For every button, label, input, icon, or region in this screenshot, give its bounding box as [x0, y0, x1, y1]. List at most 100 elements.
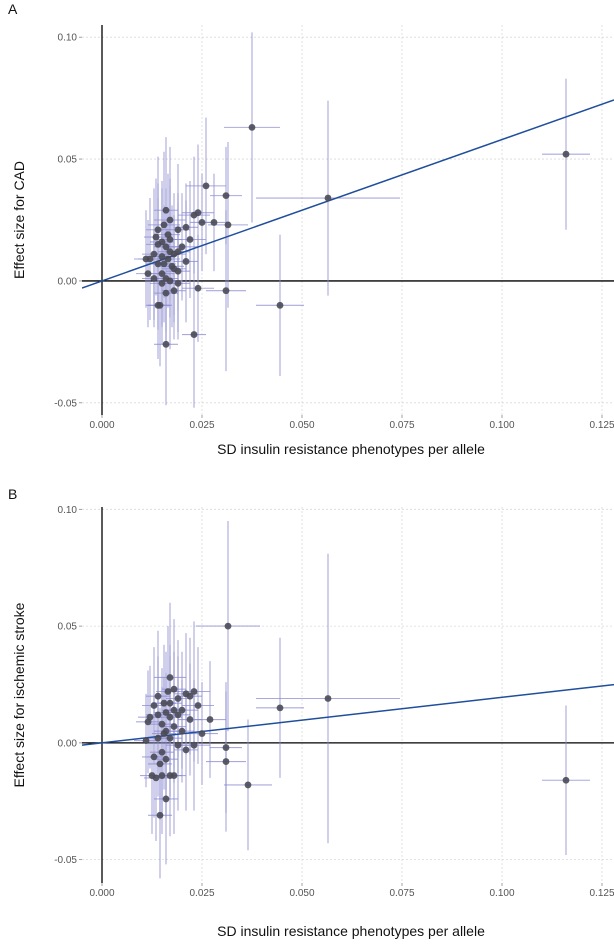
y-tick-label: 0.10	[58, 33, 78, 44]
data-point	[160, 260, 168, 268]
data-point	[156, 760, 164, 768]
data-point	[206, 716, 214, 723]
data-point	[210, 219, 218, 226]
panel-A: 0.000 0.025 0.050 0.075 0.100 0.125 -0.05 0.00 0…	[8, 1, 614, 457]
x-tick-label: 0.100	[489, 420, 514, 431]
data-point	[162, 755, 170, 763]
y-axis-title: Effect size for ischemic stroke	[11, 602, 27, 787]
data-point	[158, 270, 166, 278]
data-point	[164, 255, 172, 263]
panel-label: A	[8, 1, 18, 17]
data-point	[222, 758, 230, 765]
panel-B: 0.000 0.025 0.050 0.075 0.100 0.125 -0.05 0.00 0…	[8, 486, 614, 939]
data-point	[324, 194, 332, 202]
data-point	[166, 699, 174, 707]
data-point	[166, 216, 174, 224]
data-point	[142, 255, 150, 263]
y-tick-label: 0.00	[58, 738, 78, 749]
x-tick-label: 0.125	[589, 420, 614, 431]
data-point	[190, 741, 198, 749]
data-point	[156, 811, 164, 819]
x-tick-label: 0.075	[389, 420, 414, 431]
data-point	[166, 713, 174, 721]
data-point	[162, 709, 170, 716]
data-point	[182, 690, 190, 698]
data-point	[156, 301, 164, 309]
data-point	[170, 723, 178, 730]
data-point	[144, 718, 152, 726]
data-point	[178, 243, 186, 251]
data-point	[166, 248, 174, 256]
data-point	[276, 704, 284, 712]
data-point	[248, 123, 256, 131]
data-point	[170, 685, 178, 693]
data-point	[174, 741, 182, 749]
x-tick-label: 0.100	[489, 888, 514, 899]
data-point	[162, 340, 170, 348]
x-axis-title: SD insulin resistance phenotypes per all…	[217, 923, 485, 939]
data-points	[142, 123, 570, 348]
y-tick-label: -0.05	[54, 855, 77, 866]
data-point	[170, 706, 178, 714]
data-point	[190, 331, 198, 338]
data-point	[160, 699, 168, 707]
data-point	[562, 150, 570, 158]
data-point	[158, 279, 166, 287]
data-point	[170, 287, 178, 295]
y-tick-label: 0.05	[58, 155, 78, 166]
data-point	[182, 258, 190, 265]
data-point	[178, 727, 186, 735]
x-tick-label: 0.025	[189, 888, 214, 899]
data-point	[150, 275, 158, 282]
data-point	[152, 233, 160, 241]
y-tick-label: -0.05	[54, 398, 77, 409]
y-axis-title: Effect size for CAD	[11, 161, 27, 279]
data-point	[150, 702, 158, 709]
data-point	[174, 711, 182, 719]
data-point	[224, 221, 232, 229]
data-point	[164, 688, 172, 695]
data-point	[182, 223, 190, 231]
data-point	[162, 243, 170, 251]
data-point	[194, 702, 202, 709]
data-point	[170, 265, 178, 273]
data-point	[166, 734, 174, 742]
data-point	[174, 248, 182, 256]
data-point	[276, 301, 284, 309]
data-point	[186, 236, 194, 243]
data-point	[202, 182, 210, 190]
data-point	[154, 226, 162, 234]
data-point	[562, 776, 570, 784]
y-tick-label: 0.05	[58, 622, 78, 633]
data-point	[222, 287, 230, 295]
x-tick-label: 0.000	[89, 420, 114, 431]
data-point	[178, 706, 186, 714]
data-point	[162, 206, 170, 214]
data-point	[158, 720, 166, 728]
data-point	[154, 734, 162, 742]
data-point	[166, 236, 174, 243]
regression-line	[82, 99, 614, 289]
y-tick-label: 0.10	[58, 505, 78, 516]
data-point	[244, 781, 252, 789]
data-point	[198, 730, 206, 737]
data-point	[186, 716, 194, 723]
data-point	[158, 253, 166, 260]
data-point	[160, 730, 168, 737]
data-point	[194, 284, 202, 292]
data-point	[162, 289, 170, 297]
data-point	[182, 746, 190, 754]
x-tick-label: 0.050	[289, 888, 314, 899]
data-point	[158, 748, 166, 756]
data-point	[150, 250, 158, 258]
data-point	[154, 711, 162, 719]
y-tick-label: 0.00	[58, 276, 78, 287]
data-point	[148, 772, 156, 779]
data-point	[222, 192, 230, 200]
data-point	[142, 737, 150, 744]
data-point	[224, 622, 232, 630]
data-point	[174, 226, 182, 234]
data-point	[174, 279, 182, 287]
data-point	[198, 219, 206, 226]
data-point	[174, 695, 182, 702]
